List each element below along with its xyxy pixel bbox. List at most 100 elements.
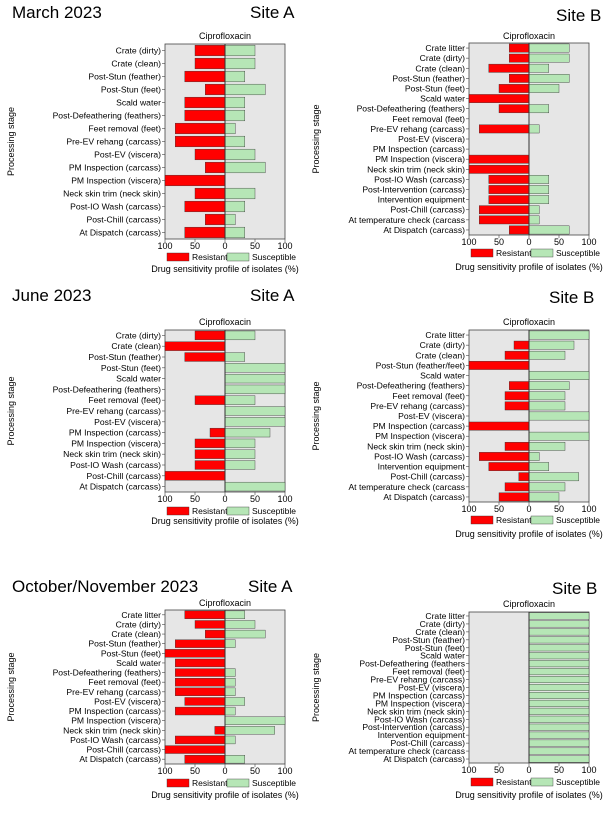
bar-susceptible <box>224 109 245 122</box>
category-label: Post-Stun (feet) <box>101 363 161 373</box>
bar-resistant <box>504 350 530 360</box>
bar-resistant <box>488 195 530 204</box>
category-label: Post-IO Wash (carcass) <box>70 202 161 212</box>
legend-label-susceptible: Susceptible <box>556 777 600 787</box>
bar-susceptible <box>224 449 256 459</box>
legend-label-resistant: Resistant <box>496 515 532 525</box>
bar-susceptible <box>224 148 256 161</box>
bar-resistant <box>478 205 530 215</box>
category-label: PM Inspection (carcass) <box>69 428 161 438</box>
bar-resistant <box>508 53 530 63</box>
bar-resistant <box>209 427 226 438</box>
bar-susceptible <box>224 213 236 226</box>
category-label: Post-Defeathering (feathers) <box>53 668 162 678</box>
category-label: Crate (dirty) <box>116 46 161 56</box>
bar-resistant <box>194 620 226 629</box>
bar-susceptible <box>528 452 540 461</box>
category-label: PM Inspection (viscera) <box>375 154 465 164</box>
bar-resistant <box>508 381 530 390</box>
category-label: Post-Stun (feet) <box>101 648 161 658</box>
category-label: Pre-EV rehang (carcass) <box>66 687 161 697</box>
bar-susceptible <box>528 175 549 184</box>
x-tick-label: 100 <box>581 504 596 514</box>
bar-resistant <box>174 706 226 716</box>
x-tick-label: 100 <box>461 504 476 514</box>
bar-susceptible <box>224 735 236 745</box>
category-label: Scald water <box>420 94 465 104</box>
bar-susceptible <box>224 363 286 373</box>
bar-resistant <box>508 225 530 235</box>
category-label: Post-Defeathering (feathers) <box>53 384 162 394</box>
bar-resistant <box>194 395 226 405</box>
bar-resistant <box>478 452 530 461</box>
category-label: Post-EV (viscera) <box>398 683 465 693</box>
bar-resistant <box>184 226 226 239</box>
bar-resistant <box>164 745 226 754</box>
bar-resistant <box>174 735 226 745</box>
bar-resistant <box>164 341 226 351</box>
chart-title: Ciprofloxacin <box>503 317 555 327</box>
chart-title: Ciprofloxacin <box>503 31 555 41</box>
bar-resistant <box>478 215 530 225</box>
x-tick-label: 50 <box>494 237 504 247</box>
category-label: Post-IO Wash (carcass) <box>70 735 161 745</box>
bar-resistant <box>204 629 226 639</box>
category-label: At Dispatch (carcass) <box>383 754 465 764</box>
category-label: Feet removal (feet) <box>88 395 161 405</box>
bar-susceptible <box>528 63 549 73</box>
period-title-march: March 2023 <box>12 3 102 22</box>
category-label: Post-Defeathering (feathers) <box>357 104 466 114</box>
bar-susceptible <box>528 225 570 235</box>
x-axis-label: Drug sensitivity profile of isolates (%) <box>151 790 299 800</box>
category-label: PM Inspection (viscera) <box>71 176 161 186</box>
bar-susceptible <box>528 411 590 421</box>
bar-susceptible <box>224 755 245 764</box>
x-axis-label: Drug sensitivity profile of isolates (%) <box>455 262 603 272</box>
bar-resistant <box>498 84 530 93</box>
bar-susceptible <box>528 205 540 215</box>
legend-label-resistant: Resistant <box>496 248 532 258</box>
y-axis-label: Processing stage <box>6 107 16 176</box>
category-label: Post-EV (viscera) <box>398 411 465 421</box>
bar-susceptible <box>224 726 275 735</box>
category-label: Pre-EV rehang (carcass) <box>370 124 465 134</box>
bar-resistant <box>194 44 226 57</box>
bar-resistant <box>174 122 226 135</box>
legend-label-susceptible: Susceptible <box>556 515 600 525</box>
bar-susceptible <box>224 373 286 384</box>
bar-resistant <box>194 187 226 200</box>
bar-resistant <box>184 755 226 764</box>
x-tick-label: 0 <box>526 237 531 247</box>
category-label: Crate (dirty) <box>420 619 465 629</box>
bar-susceptible <box>528 691 590 699</box>
category-label: PM Inspection (carcass) <box>69 706 161 716</box>
category-label: Post-Intervention (carcass) <box>362 185 465 195</box>
bar-susceptible <box>528 699 590 707</box>
legend-swatch-resistant <box>166 506 190 516</box>
category-label: Scald water <box>420 651 465 661</box>
bar-susceptible <box>224 706 236 716</box>
category-label: Post-IO Wash (carcass) <box>374 451 465 461</box>
category-label: Post-Stun (feet) <box>405 643 465 653</box>
bar-susceptible <box>528 442 566 451</box>
bar-susceptible <box>224 70 245 83</box>
category-label: At temperature check (carcass <box>348 215 465 225</box>
bar-susceptible <box>224 57 256 70</box>
category-label: Post-EV (viscera) <box>94 696 161 706</box>
category-label: Crate (dirty) <box>116 619 161 629</box>
category-label: Crate litter <box>425 330 465 340</box>
category-label: Post-Stun (feather/feet) <box>376 360 465 370</box>
category-label: Post-IO Wash (carcass) <box>374 714 465 724</box>
category-label: PM Inspection (carcass) <box>69 163 161 173</box>
bar-susceptible <box>528 492 560 502</box>
category-label: Scald water <box>116 658 161 668</box>
category-label: Scald water <box>420 371 465 381</box>
category-label: Scald water <box>116 374 161 384</box>
bar-resistant <box>194 438 226 449</box>
bar-resistant <box>504 442 530 451</box>
bar-susceptible <box>528 472 579 482</box>
chart-title: Ciprofloxacin <box>199 31 251 41</box>
x-axis-label: Drug sensitivity profile of isolates (%) <box>455 529 603 539</box>
x-tick-label: 100 <box>277 766 292 776</box>
category-label: Feet removal (feet) <box>88 677 161 687</box>
